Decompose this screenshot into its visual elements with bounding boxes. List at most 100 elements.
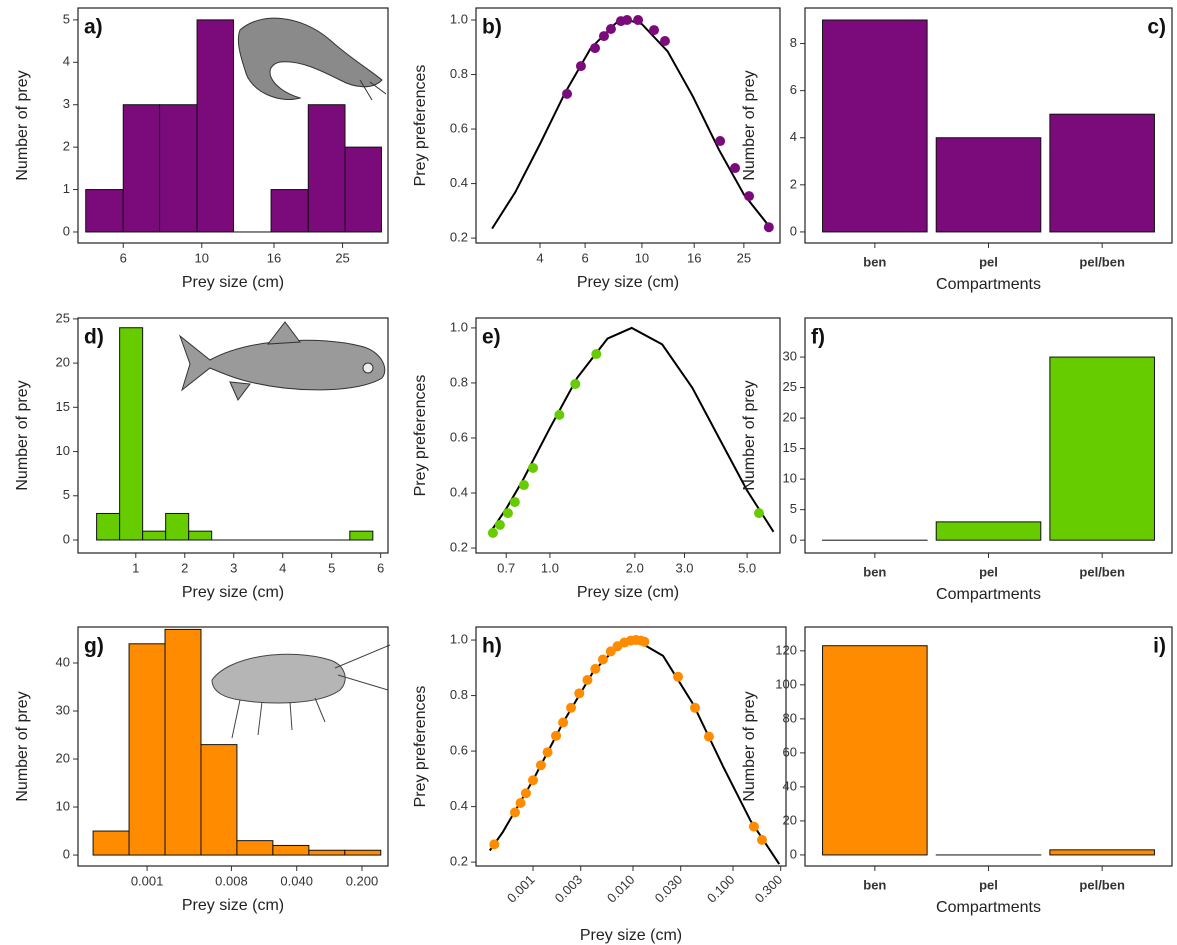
y-tick-label: 40 — [783, 778, 797, 793]
x-axis-label: Prey size (cm) — [577, 274, 679, 291]
plot-frame — [804, 317, 1173, 554]
x-axis-label: Compartments — [936, 276, 1041, 293]
curve — [488, 638, 781, 865]
point — [527, 462, 538, 473]
y-tick-label: 0 — [63, 846, 70, 861]
y-axis-label: Number of prey — [14, 70, 31, 180]
point — [566, 702, 577, 713]
point — [520, 788, 531, 799]
bar — [200, 744, 238, 856]
y-tick-label: 0.6 — [450, 120, 468, 135]
y-tick-label: 4 — [790, 129, 797, 144]
point — [690, 702, 701, 713]
y-tick-label: 15 — [56, 399, 70, 414]
point — [673, 671, 684, 682]
y-tick-label: 20 — [56, 750, 70, 765]
panel-label: g) — [84, 635, 104, 658]
x-tick-label: pel/ben — [1079, 877, 1125, 892]
y-tick-label: 1.0 — [450, 319, 468, 334]
y-tick-label: 1.0 — [450, 11, 468, 26]
y-tick-label: 2 — [790, 176, 797, 191]
x-tick-label: 5.0 — [738, 560, 756, 575]
y-tick-label: 60 — [783, 744, 797, 759]
point — [574, 688, 585, 699]
y-tick-label: 5 — [63, 487, 70, 502]
point — [659, 35, 670, 46]
y-tick-label: 40 — [56, 654, 70, 669]
bar — [344, 849, 382, 856]
x-tick-label: ben — [863, 564, 886, 579]
x-tick-label: 0.008 — [215, 873, 248, 888]
curve — [491, 18, 771, 230]
y-tick-label: 20 — [783, 812, 797, 827]
y-tick-label: 0.2 — [450, 539, 468, 554]
point — [487, 527, 498, 538]
x-tick-label: pel — [979, 877, 998, 892]
y-tick-label: 100 — [775, 676, 797, 691]
x-tick-label: 25 — [737, 250, 751, 265]
point — [558, 717, 569, 728]
x-tick-label: 6 — [377, 560, 384, 575]
y-tick-label: 0.4 — [450, 798, 468, 813]
y-tick-label: 2 — [63, 139, 70, 154]
y-axis-label: Prey preferences — [412, 375, 429, 497]
x-tick-label: 4 — [279, 560, 286, 575]
bar — [349, 530, 374, 541]
point — [528, 775, 539, 786]
x-tick-label: 1 — [132, 560, 139, 575]
panel: 0 2 4 6 8 ben pel pel/ben c) Compartments Number o… — [741, 7, 1173, 293]
x-tick-label: pel/ben — [1079, 564, 1125, 579]
panel-label: c) — [1147, 16, 1166, 39]
point — [598, 31, 609, 42]
y-tick-label: 4 — [63, 54, 70, 69]
y-tick-label: 25 — [56, 310, 70, 325]
point — [591, 349, 602, 360]
whitefish-drawing — [178, 321, 386, 401]
panel: 0.2 0.4 0.6 0.8 1.0 4 6 10 16 25 b) Prey size (cm) P… — [412, 7, 781, 291]
y-tick-label: 1.0 — [450, 631, 468, 646]
x-tick-label: 0.7 — [497, 560, 515, 575]
point — [715, 136, 726, 147]
panel: 0.2 0.4 0.6 0.8 1.0 0.7 1.0 2.0 3.0 5.0 e) Prey siz… — [412, 317, 781, 601]
bar — [122, 104, 161, 233]
x-axis-label: Prey size (cm) — [182, 897, 284, 914]
point — [633, 14, 644, 25]
bar — [128, 643, 166, 856]
y-tick-label: 0.6 — [450, 743, 468, 758]
point — [542, 747, 553, 758]
x-tick-label: pel/ben — [1079, 254, 1125, 269]
bar — [1049, 849, 1155, 856]
bar — [307, 104, 346, 233]
point — [756, 834, 767, 845]
x-tick-label: 3.0 — [675, 560, 693, 575]
bar — [935, 521, 1042, 541]
bar — [85, 189, 124, 233]
panel-label: a) — [84, 16, 103, 39]
plot-frame — [475, 317, 781, 554]
bar — [270, 189, 309, 233]
curve — [488, 326, 775, 535]
point — [509, 497, 520, 508]
y-tick-label: 0 — [790, 532, 797, 547]
x-tick-label: ben — [863, 877, 886, 892]
y-tick-label: 5 — [63, 11, 70, 26]
bar — [165, 512, 190, 541]
y-tick-label: 0 — [63, 223, 70, 238]
y-tick-label: 0 — [790, 846, 797, 861]
panel: 0 5 10 15 20 25 30 ben pel pel/ben f) Compartments N… — [741, 317, 1173, 603]
point — [649, 25, 660, 36]
y-tick-label: 0.8 — [450, 66, 468, 81]
x-axis-label: Compartments — [936, 586, 1041, 603]
y-axis-label: Prey preferences — [412, 686, 429, 808]
plot-frame — [475, 626, 787, 867]
y-axis-label: Prey preferences — [412, 65, 429, 187]
x-tick-label: 16 — [687, 250, 701, 265]
point — [570, 379, 581, 390]
x-tick-label: 10 — [635, 250, 649, 265]
x-tick-label: ben — [863, 254, 886, 269]
x-axis-label: Prey size (cm) — [577, 584, 679, 601]
bar — [159, 104, 198, 233]
y-tick-label: 15 — [783, 440, 797, 455]
point — [754, 508, 765, 519]
y-tick-label: 10 — [56, 443, 70, 458]
